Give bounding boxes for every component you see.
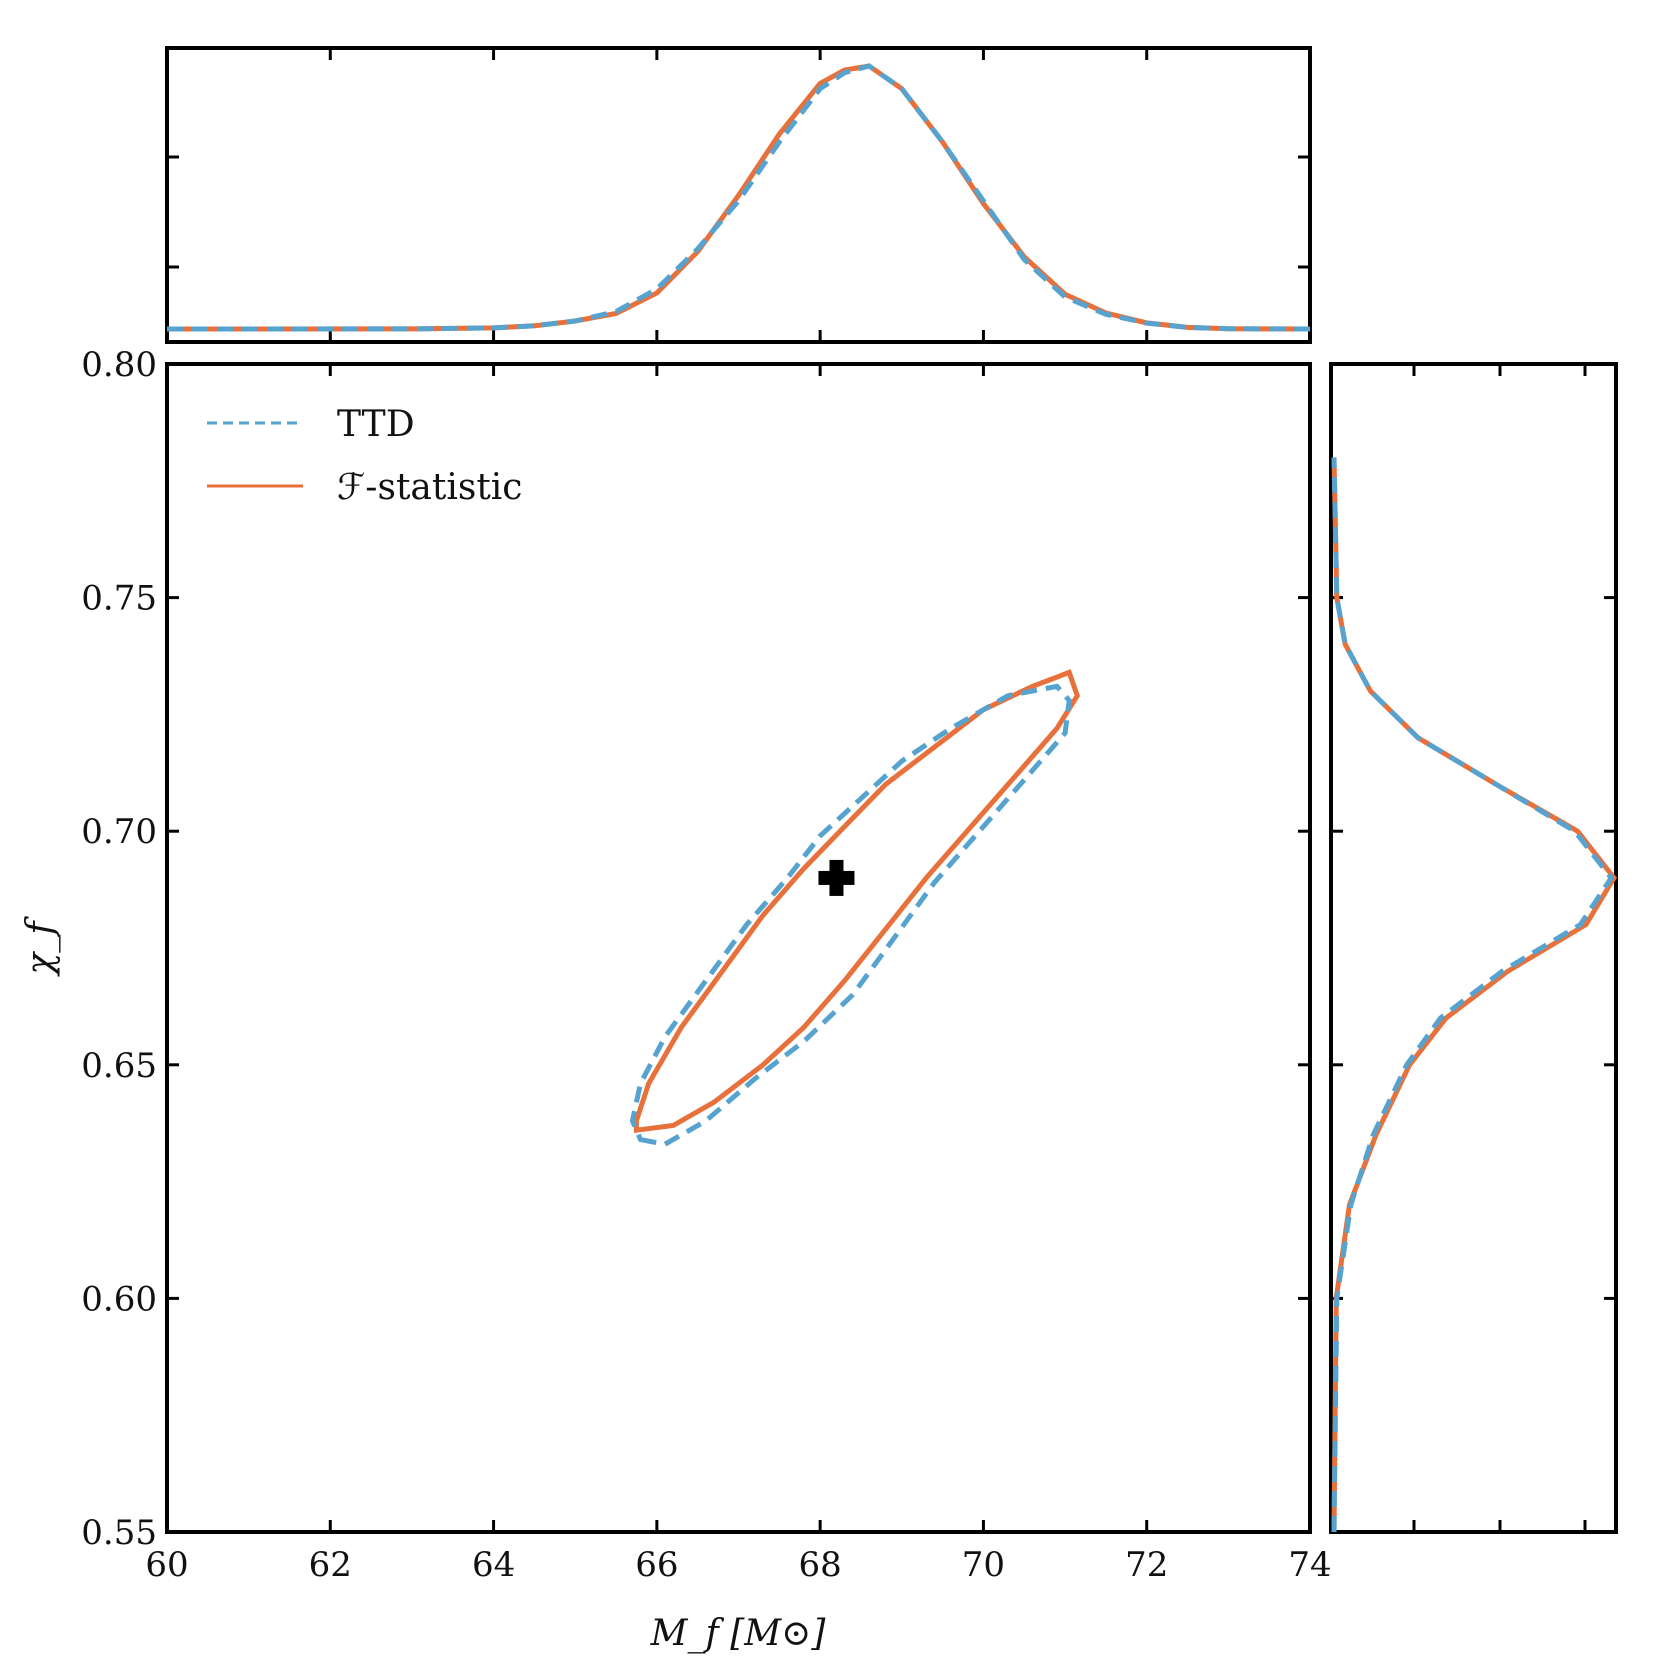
x-tick-label: 70: [962, 1545, 1005, 1585]
x-tick-label: 72: [1125, 1545, 1168, 1585]
top-marginal-panel: [165, 46, 1312, 344]
fstat-marginal-x: [166, 63, 1311, 332]
ttd-marginal-x: [166, 63, 1311, 332]
legend-fstat-label: ℱ-statistic: [337, 467, 522, 508]
ttd-contour: [629, 683, 1072, 1147]
top-marginal-ticks: [165, 48, 1312, 342]
x-tick-label: 68: [799, 1545, 842, 1585]
x-tick-label: 74: [1288, 1545, 1331, 1585]
fstat-contour: [633, 669, 1081, 1134]
legend: TTD ℱ-statistic: [207, 404, 522, 508]
y-tick-label: 0.70: [81, 812, 157, 852]
right-marginal-panel: [1329, 362, 1618, 1534]
y-tick-label: 0.80: [81, 345, 157, 385]
x-axis-label: M_f [M⊙]: [650, 1613, 827, 1654]
legend-ttd-label: TTD: [337, 404, 415, 445]
joint-frame: [165, 362, 1312, 1534]
right-marginal-frame: [1329, 362, 1618, 1534]
true-value-marker: [818, 859, 855, 896]
y-tick-label: 0.75: [81, 579, 157, 619]
x-tick-label: 62: [309, 1545, 352, 1585]
x-tick-label: 66: [635, 1545, 678, 1585]
ttd-marginal-y: [1331, 457, 1615, 1533]
x-tick-labels: 60 62 64 66 68 70 72 74: [145, 1545, 1331, 1585]
joint-panel: 60 62 64 66 68 70 72 74 0.55 0.60 0.65 0.70 0.75 0.8…: [20, 345, 1332, 1654]
y-tick-label: 0.60: [81, 1279, 157, 1319]
x-tick-label: 60: [145, 1545, 188, 1585]
right-marginal-ticks: [1331, 362, 1616, 1534]
y-tick-labels: 0.55 0.60 0.65 0.70 0.75 0.80: [81, 345, 157, 1553]
y-tick-label: 0.55: [81, 1513, 157, 1553]
top-marginal-frame: [165, 46, 1312, 344]
marker-bar-vertical: [829, 859, 844, 896]
y-tick-label: 0.65: [81, 1046, 157, 1086]
x-tick-label: 64: [472, 1545, 515, 1585]
y-axis-label: χ_f: [20, 916, 61, 978]
joint-ticks: [165, 362, 1312, 1534]
